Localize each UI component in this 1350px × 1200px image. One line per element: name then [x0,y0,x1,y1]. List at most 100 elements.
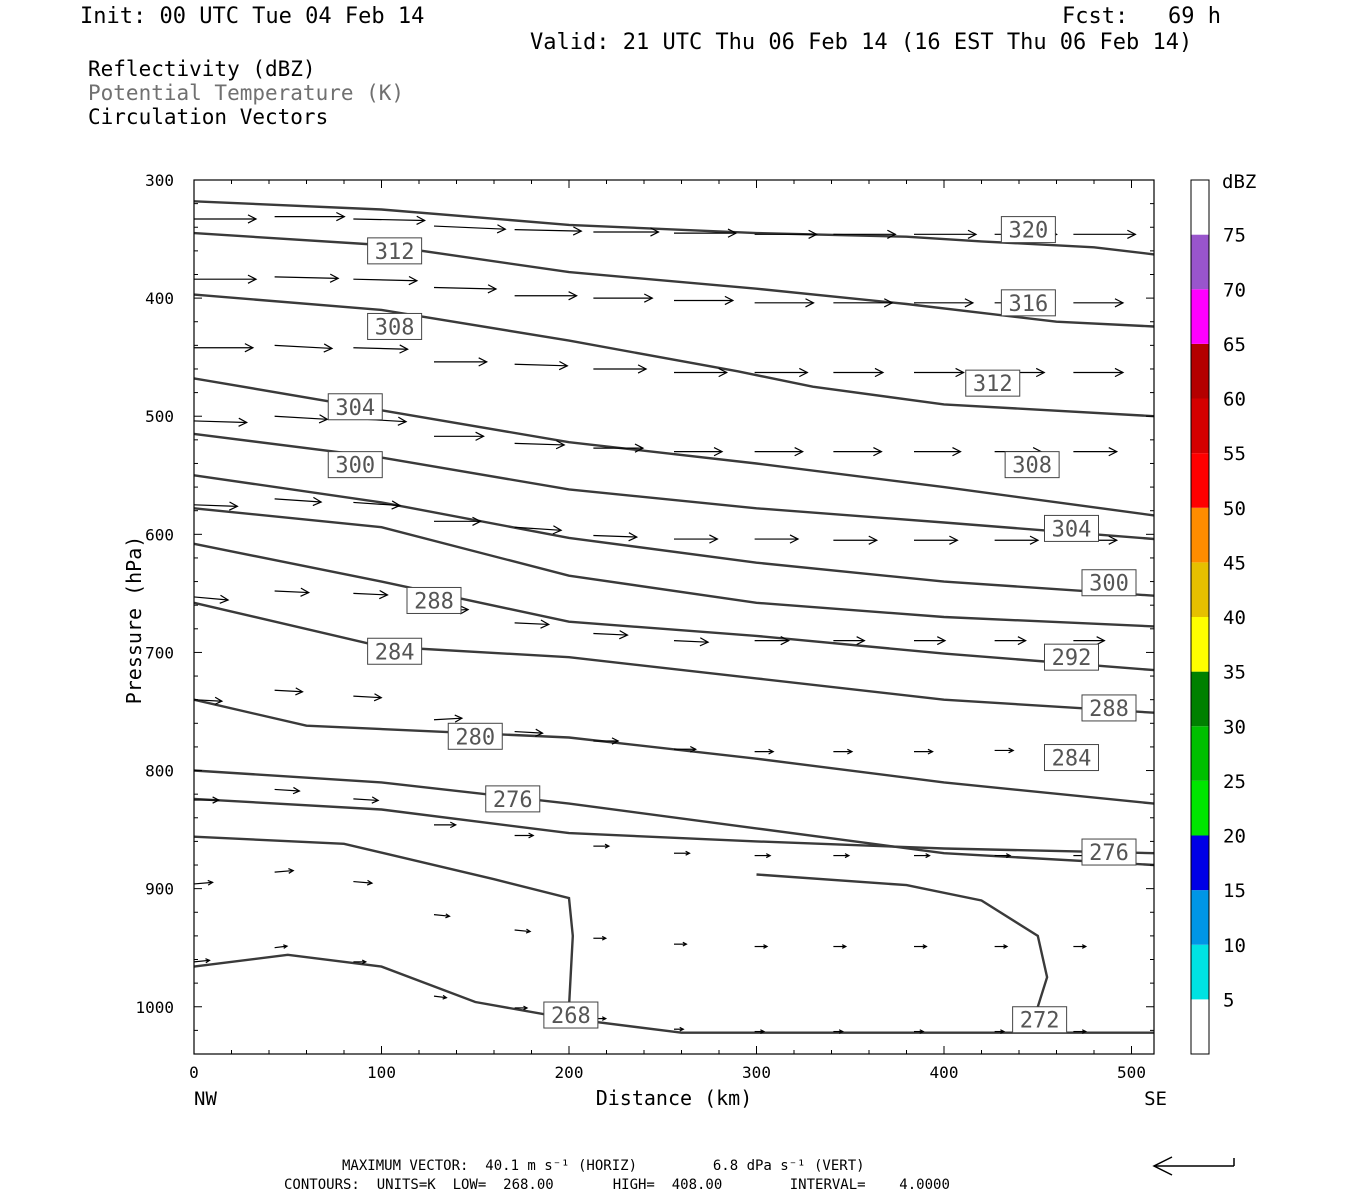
axes: 300 400 500 600 700 800 900 1000 0 100 200 300 400 50… [135,171,1154,1082]
svg-text:276: 276 [493,788,533,813]
vector-arrow-116 [833,1029,844,1034]
vector-arrow-92 [833,853,851,859]
contour-label-5: 304 [327,393,383,421]
vector-arrow-79 [754,748,775,755]
x-tick-label-0: 0 [189,1063,199,1082]
colorbar-segment-5 [1191,726,1209,781]
vector-arrow-37 [274,414,329,424]
y-axis-label: Pressure (hPa) [122,536,146,705]
vector-arrow-19 [754,298,815,308]
vector-arrow-53 [593,532,639,542]
colorbar-level-70: 70 [1223,279,1246,301]
y-tick-label-3: 600 [145,525,174,544]
vector-arrow-16 [514,291,578,301]
colorbar-segment-8 [1191,562,1209,617]
vector-arrow-47 [1073,447,1119,457]
vector-arrow-7 [754,229,818,239]
x-tick-label-5: 500 [1117,1063,1146,1082]
colorbar-title: dBZ [1222,171,1256,193]
x-end-label-se: SE [1144,1088,1167,1110]
vector-arrow-104 [833,944,848,949]
vector-arrow-33 [914,367,965,378]
colorbar-level-40: 40 [1223,607,1246,629]
svg-text:284: 284 [1052,747,1092,772]
contour-label-14: 280 [447,722,503,750]
theta-contour-0 [193,200,1155,256]
vector-arrow-62 [353,589,389,600]
vector-arrow-70 [994,636,1027,646]
contour-label-3: 308 [367,312,423,340]
colorbar-segment-11 [1191,398,1209,454]
svg-text:308: 308 [1012,454,1052,479]
vector-arrow-88 [514,832,535,839]
svg-text:304: 304 [335,396,375,421]
x-end-label-nw: NW [194,1088,217,1110]
legend-circulation-vectors: Circulation Vectors [88,105,329,129]
vector-arrow-24 [194,343,255,353]
vector-arrow-91 [754,853,772,859]
y-tick-label-5: 800 [145,762,174,781]
svg-text:292: 292 [1052,646,1092,671]
colorbar-segment-14 [1191,234,1209,290]
colorbar-segment-9 [1191,507,1209,563]
vector-arrow-99 [433,913,451,919]
vector-arrow-57 [914,535,959,545]
vector-arrow-82 [994,747,1015,754]
vector-arrow-112 [514,1005,529,1011]
svg-text:316: 316 [1009,292,1049,317]
colorbar-level-25: 25 [1223,771,1246,793]
vector-arrow-101 [593,935,608,941]
theta-contour-12 [193,835,575,1007]
vector-arrow-23 [1073,298,1125,308]
vector-arrow-15 [433,284,498,294]
x-axis-label: Distance (km) [596,1086,753,1110]
colorbar-level-5: 5 [1223,989,1234,1011]
theta-contour-2 [193,293,1155,418]
colorbar-segment-3 [1191,835,1209,891]
vector-arrow-97 [274,868,295,874]
vector-arrow-0 [194,214,258,224]
x-tick-label-3: 300 [742,1063,771,1082]
theta-contour-14 [756,873,1049,1008]
svg-text:288: 288 [1089,697,1129,722]
theta-contour-8 [193,601,1155,714]
vector-arrow-18 [674,295,735,306]
vector-arrow-4 [514,226,583,236]
vector-arrow-42 [674,447,724,457]
vector-arrow-28 [514,360,569,371]
colorbar-level-55: 55 [1223,443,1246,465]
vector-arrow-17 [593,293,654,303]
vector-arrow-52 [514,525,563,535]
vector-arrow-54 [674,534,719,544]
svg-text:300: 300 [1089,572,1129,597]
vector-arrow-67 [754,636,791,646]
vector-arrow-119 [1073,1029,1088,1034]
vector-arrow-85 [274,786,301,795]
contour-label-16: 276 [485,785,541,813]
vector-arrow-84 [194,796,221,804]
vector-arrow-40 [514,440,566,450]
vector-arrow-90 [674,850,691,856]
theta-contours [193,200,1155,1034]
contour-label-19: 272 [1012,1006,1068,1034]
vector-arrow-94 [994,853,1012,859]
legend-potential-temperature: Potential Temperature (K) [88,81,405,105]
contour-label-1: 312 [367,237,423,265]
svg-text:312: 312 [375,240,415,265]
reference-vector-arrow [1152,1156,1235,1176]
vector-arrow-73 [274,687,304,696]
vector-arrow-108 [193,958,211,964]
vector-arrow-36 [193,417,249,427]
theta-contour-6 [193,507,1155,628]
vector-arrow-39 [434,431,485,441]
vector-arrow-3 [433,224,507,234]
contour-info-text: CONTOURS: UNITS=K LOW= 268.00 HIGH= 408.… [284,1177,950,1193]
vector-arrow-35 [1073,367,1125,378]
svg-text:304: 304 [1052,517,1092,542]
contour-label-13: 288 [1081,694,1137,722]
vector-arrow-100 [514,928,532,934]
vector-arrow-41 [593,443,645,453]
vector-arrow-60 [193,594,230,604]
vector-arrow-65 [593,630,629,640]
legend-reflectivity: Reflectivity (dBZ) [88,57,316,81]
